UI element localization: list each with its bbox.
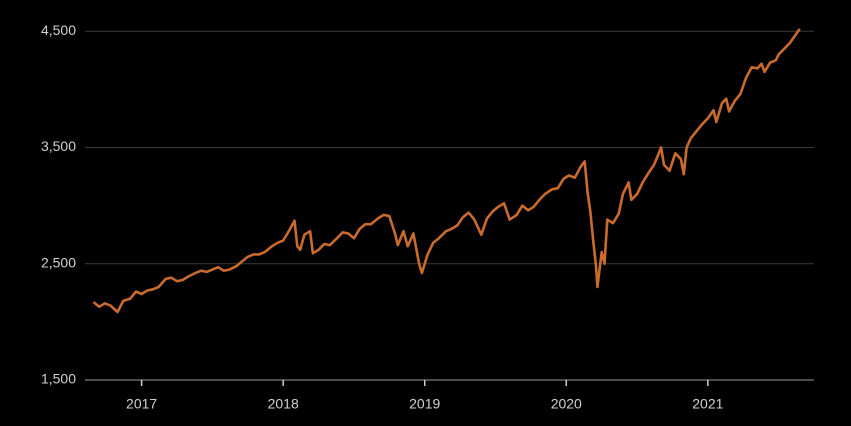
x-tick-label: 2018 [268, 396, 299, 412]
x-tick-label: 2021 [692, 396, 723, 412]
y-tick-label: 3,500 [41, 138, 76, 154]
x-tick-label: 2019 [409, 396, 440, 412]
x-tick-label: 2017 [126, 396, 157, 412]
y-tick-label: 2,500 [41, 254, 76, 270]
x-tick-label: 2020 [551, 396, 582, 412]
y-tick-label: 1,500 [41, 371, 76, 387]
y-tick-label: 4,500 [41, 22, 76, 38]
price-line [92, 28, 801, 314]
